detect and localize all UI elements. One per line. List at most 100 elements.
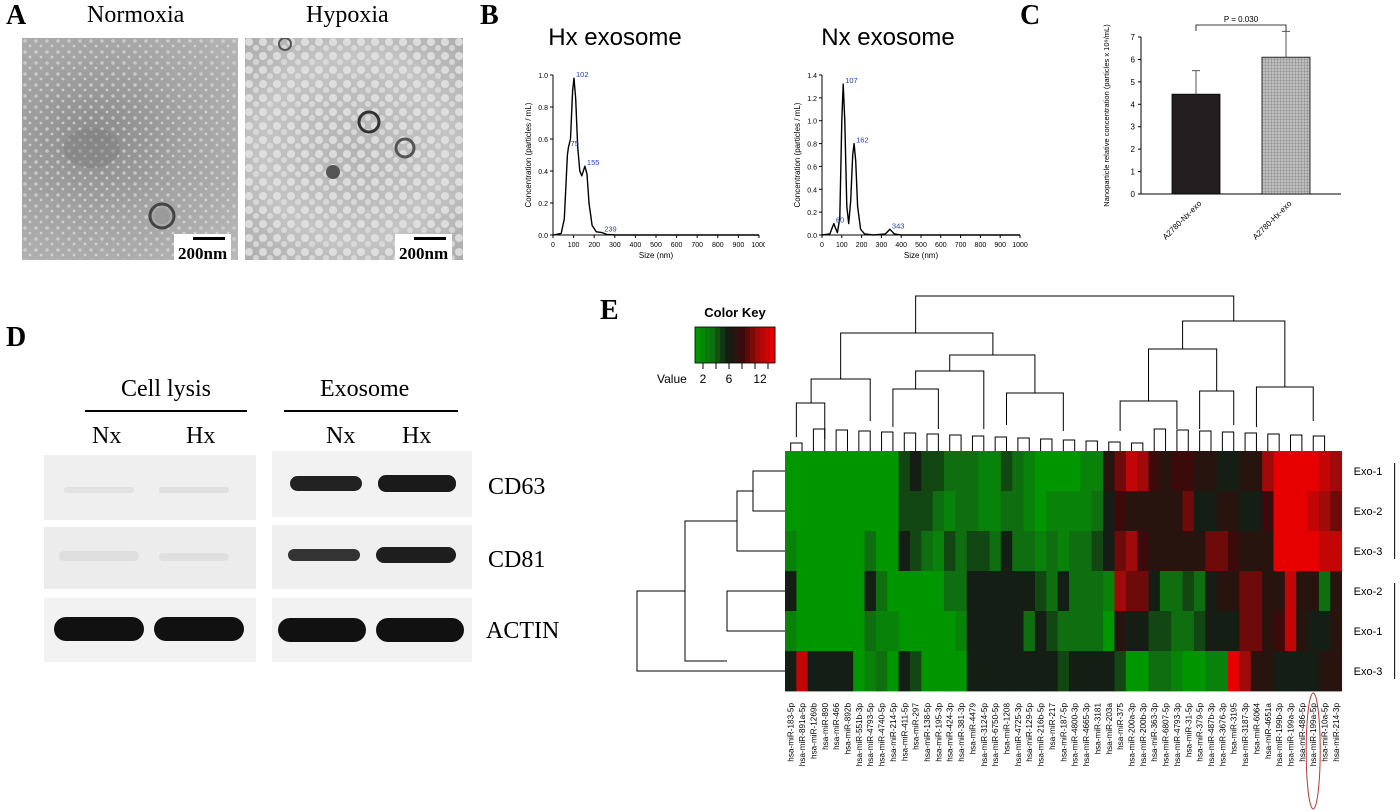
hx-xlabel: Size (nm) — [639, 251, 674, 260]
heatmap-column-label: hsa-miR-214-3p — [1332, 703, 1341, 762]
heatmap-cell — [1228, 651, 1240, 692]
heatmap-cell — [1296, 531, 1308, 572]
heatmap-cell — [1069, 531, 1081, 572]
heatmap-cell — [932, 571, 945, 612]
column-dendrogram-branch — [1199, 430, 1212, 451]
heatmap-cell — [944, 491, 956, 532]
normoxia-label: Normoxia — [87, 2, 185, 28]
heatmap-cell — [1000, 451, 1013, 492]
nx-xtick-label: 1000 — [1012, 242, 1028, 249]
heatmap-cell — [898, 531, 911, 572]
bar-sig-bracket — [1195, 24, 1287, 31]
heatmap-cell — [807, 651, 820, 692]
heatmap-cell — [1069, 451, 1081, 492]
heatmap-column-label: hsa-miR-203a — [1105, 703, 1114, 755]
heatmap-column-label: hsa-miR-466 — [832, 703, 841, 750]
heatmap-cell — [1307, 571, 1320, 612]
heatmap-cell — [1330, 491, 1343, 532]
hx-ytick-label: 0.2 — [538, 201, 548, 208]
column-dendrogram-branch — [1176, 429, 1189, 451]
heatmap-cell — [1091, 651, 1104, 692]
heatmap-cell — [1273, 451, 1286, 492]
heatmap-cell — [875, 571, 888, 612]
heatmap-cell — [1296, 491, 1308, 532]
heatmap-cell — [1239, 531, 1252, 572]
heatmap-cell — [887, 531, 899, 572]
heatmap-cell — [989, 451, 1002, 492]
heatmap-cell — [796, 531, 809, 572]
heatmap-cell — [1034, 611, 1047, 652]
heatmap-cell — [1057, 531, 1070, 572]
heatmap-cell — [978, 451, 990, 492]
heatmap-column-label: hsa-miR-214-5p — [889, 703, 898, 762]
hx-xtick-label: 700 — [691, 242, 703, 249]
heatmap-cell — [1216, 491, 1229, 532]
heatmap-column-label: hsa-miR-890 — [821, 703, 830, 750]
heatmap-cell — [1182, 571, 1195, 612]
heatmap-cell — [1046, 571, 1059, 612]
heatmap-column-label: hsa-miR-6807-5p — [1162, 703, 1171, 767]
blot-strip-lysis-actin — [44, 598, 256, 662]
heatmap-column-label: hsa-miR-3187-3p — [1241, 703, 1250, 767]
heatmap-column-label: hsa-miR-3676-3p — [1218, 703, 1227, 767]
heatmap-cell — [1000, 491, 1013, 532]
heatmap-cell — [1103, 651, 1115, 692]
heatmap-cell — [1046, 611, 1059, 652]
heatmap-cell — [1216, 451, 1229, 492]
heatmap-cell — [1125, 451, 1138, 492]
heatmap-cell — [1239, 651, 1252, 692]
heatmap-cell — [1273, 571, 1286, 612]
color-key-swatch — [740, 327, 746, 363]
bar-ylabel: Nanoparticle relative concentration (par… — [1102, 24, 1111, 207]
heatmap-cell — [1182, 531, 1195, 572]
heatmap-cell — [1182, 611, 1195, 652]
nx-xtick-label: 300 — [876, 242, 888, 249]
hx-xtick-label: 600 — [671, 242, 683, 249]
heatmap-cell — [1034, 651, 1047, 692]
heatmap-cell — [807, 611, 820, 652]
heatmap-cell — [1171, 611, 1183, 652]
heatmap-cell — [1205, 531, 1218, 572]
bar-ytick-label: 5 — [1131, 78, 1136, 87]
heatmap-cell — [1193, 611, 1206, 652]
heatmap-cell — [841, 451, 854, 492]
heatmap-cell — [1171, 491, 1183, 532]
heatmap-cell — [1080, 571, 1093, 612]
heatmap-cell — [1000, 651, 1013, 692]
heatmap-cell — [785, 651, 797, 692]
heatmap-cell — [1125, 611, 1138, 652]
heatmap-cell — [1193, 651, 1206, 692]
hx-xtick-label: 200 — [588, 242, 600, 249]
heatmap-cell — [1080, 491, 1093, 532]
heatmap-column-label: hsa-miR-187-5p — [1059, 703, 1068, 762]
heatmap-cell — [1012, 531, 1024, 572]
hx-peak-label: 155 — [587, 158, 600, 167]
heatmap-column-label: hsa-miR-375 — [1116, 703, 1125, 750]
heatmap-row-label: Exo-3 — [1354, 666, 1383, 678]
panel-letter-c: C — [1020, 0, 1041, 31]
column-dendrogram-branch — [881, 431, 894, 451]
heatmap-cell — [1103, 451, 1115, 492]
heatmap-cell — [1228, 571, 1240, 612]
color-key-swatch — [715, 327, 721, 363]
heatmap-cell — [898, 491, 911, 532]
heatmap-cell — [864, 571, 877, 612]
exosome-underline — [284, 410, 458, 412]
heatmap-cell — [1182, 491, 1195, 532]
heatmap-cell — [966, 491, 979, 532]
column-dendrogram-branch — [1017, 437, 1030, 451]
nx-ytick-label: 1.4 — [807, 73, 817, 80]
lane-label-hx-lysis: Hx — [186, 423, 216, 449]
heatmap-cell — [1114, 611, 1127, 652]
nx-ytick-label: 1.0 — [807, 119, 817, 126]
heatmap-cell — [1284, 491, 1297, 532]
nx-xtick-label: 700 — [955, 242, 967, 249]
heatmap-cell — [898, 651, 911, 692]
hx-xtick-label: 900 — [733, 242, 745, 249]
heatmap-cell — [1057, 611, 1070, 652]
panel-letter-d: D — [6, 322, 27, 353]
hx-exosome-chart: Hx exosome 0.0 0.2 0.4 0.6 0.8 1.0 0 100 200 300 40… — [524, 24, 765, 260]
hx-xtick-label: 1000 — [751, 242, 765, 249]
heatmap-cell — [989, 531, 1002, 572]
heatmap-cell — [1262, 531, 1274, 572]
